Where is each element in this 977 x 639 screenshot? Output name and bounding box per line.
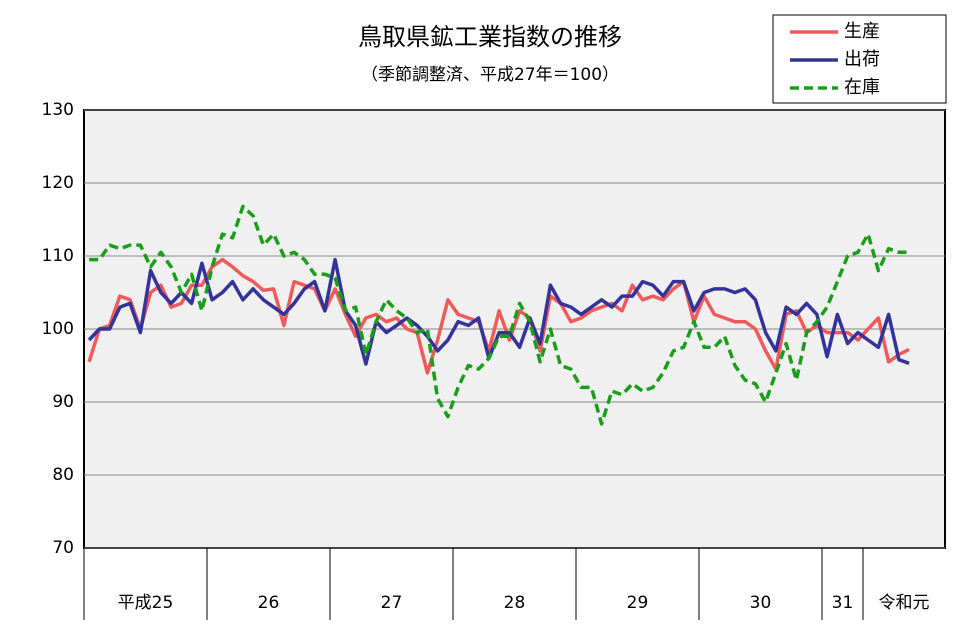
legend-label: 出荷 (844, 49, 880, 70)
x-tick-label: 27 (381, 593, 403, 613)
y-tick-label: 70 (52, 538, 74, 558)
x-tick-label: 令和元 (879, 593, 930, 613)
y-tick-label: 110 (42, 246, 74, 266)
series-line (89, 204, 910, 426)
y-tick-label: 80 (52, 465, 74, 485)
legend-label: 生産 (844, 21, 880, 42)
chart-title: 鳥取県鉱工業指数の推移 (358, 23, 622, 51)
x-tick-label: 28 (504, 593, 526, 613)
series-line (87, 257, 910, 375)
y-tick-label: 120 (42, 173, 74, 193)
y-tick-label: 100 (42, 319, 74, 339)
x-tick-label: 30 (750, 593, 772, 613)
legend-label: 在庫 (844, 77, 880, 98)
x-tick-label: 29 (627, 593, 649, 613)
x-tick-label: 31 (832, 593, 854, 613)
x-tick-label: 26 (258, 593, 280, 613)
y-tick-label: 130 (42, 100, 74, 120)
series-line (87, 257, 910, 366)
y-tick-label: 90 (52, 392, 74, 412)
x-tick-label: 平成25 (118, 593, 174, 613)
chart-subtitle: （季節調整済、平成27年＝100） (361, 65, 619, 85)
